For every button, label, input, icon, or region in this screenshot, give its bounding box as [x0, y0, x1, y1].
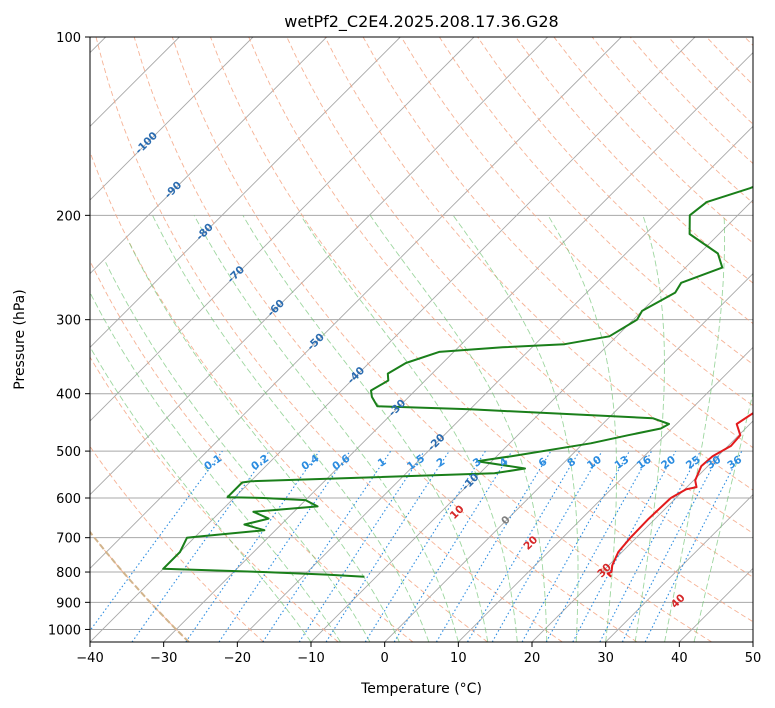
isotherm-line [90, 37, 254, 201]
y-tick-label: 800 [56, 566, 81, 581]
x-axis-title: Temperature (°C) [360, 681, 482, 697]
mixing-ratio-line [218, 450, 351, 642]
y-tick-label: 300 [56, 314, 81, 329]
isotherm-line [458, 346, 753, 642]
y-tick-label: 600 [56, 492, 81, 507]
isotherm-line [90, 37, 622, 569]
mixing-ratio-line [185, 450, 320, 642]
isotherm-line [237, 125, 753, 642]
mixing-ratio-line [644, 450, 743, 642]
moist-adiabat-line [300, 215, 518, 642]
mixing-ratio-line [325, 450, 450, 642]
mixing-ratio-line [262, 450, 392, 642]
dry-adiabat-line [439, 37, 753, 365]
isotherm-line [384, 273, 753, 642]
moist-adiabat-line [693, 391, 753, 642]
temperature-profile [606, 411, 753, 578]
x-tick-label: −40 [76, 651, 103, 666]
moist-adiabat-line [547, 215, 617, 642]
dry-adiabat-line [515, 37, 753, 284]
isotherm-line [90, 37, 327, 275]
moist-adiabat-line [452, 215, 579, 642]
moist-adiabat-line [105, 262, 371, 642]
y-tick-label: 500 [56, 445, 81, 460]
moist-adiabat-line [664, 215, 726, 642]
moist-adiabat-line [152, 215, 430, 642]
y-tick-label: 200 [56, 209, 81, 224]
dry-adiabat-line [400, 37, 753, 407]
mixing-ratio-line [393, 450, 513, 642]
moist-adiabat-line [193, 215, 459, 642]
isotherm-line [90, 37, 548, 496]
x-tick-label: 0 [381, 651, 389, 666]
dry-adiabat-line [90, 150, 488, 642]
plot-frame [89, 36, 754, 643]
mixing-ratio-line [298, 450, 425, 642]
moist-adiabat-line [90, 345, 312, 642]
dry-adiabat-line [90, 356, 339, 642]
plot-area [90, 37, 753, 642]
dry-adiabat-line [210, 37, 753, 623]
dry-adiabat-line [248, 37, 753, 578]
y-tick-label: 100 [56, 31, 81, 46]
mixing-ratio-line [521, 450, 630, 642]
mixing-ratio-line [90, 450, 223, 632]
chart-title: wetPf2_C2E4.2025.208.17.36.G28 [284, 12, 558, 32]
moist-adiabat-line [242, 215, 489, 642]
dry-adiabat-line [90, 445, 264, 642]
x-tick-label: 40 [671, 651, 688, 666]
y-tick-label: 1000 [48, 623, 81, 638]
isotherm-line [90, 37, 475, 422]
dry-adiabat-line [90, 259, 414, 642]
x-tick-label: −30 [150, 651, 177, 666]
mixing-ratio-line [131, 450, 270, 642]
dry-adiabat-line [171, 37, 712, 642]
moist-adiabat-line [90, 291, 341, 642]
x-tick-label: −10 [297, 651, 324, 666]
y-axis-title: Pressure (hPa) [12, 289, 28, 389]
x-tick-label: 30 [597, 651, 614, 666]
y-tick-label: 400 [56, 388, 81, 403]
dry-adiabat-line [133, 37, 638, 642]
isotherm-line [90, 37, 696, 642]
isotherm-line [90, 37, 401, 348]
moist-adiabat-line [127, 239, 400, 642]
x-tick-label: 10 [450, 651, 467, 666]
mixing-ratio-line [545, 450, 653, 642]
y-tick-label: 700 [56, 532, 81, 547]
x-tick-label: −20 [224, 651, 251, 666]
moist-adiabat-line [634, 215, 665, 642]
dry-adiabat-base-line [90, 530, 190, 642]
x-tick-label: 50 [745, 651, 762, 666]
isotherm-line [531, 420, 753, 642]
dewpoint-profile [162, 185, 753, 578]
isotherm-line [605, 494, 753, 642]
y-tick-label: 900 [56, 596, 81, 611]
dry-adiabat-line [95, 37, 563, 642]
x-tick-label: 20 [524, 651, 541, 666]
axes: −40 −30 −20 −10 0 10 20 30 40 50 100 200 300 400 500 60… [48, 31, 761, 666]
isotherm-line [163, 52, 753, 642]
dry-adiabat-line [324, 37, 753, 491]
moist-adiabat-line [369, 215, 548, 642]
